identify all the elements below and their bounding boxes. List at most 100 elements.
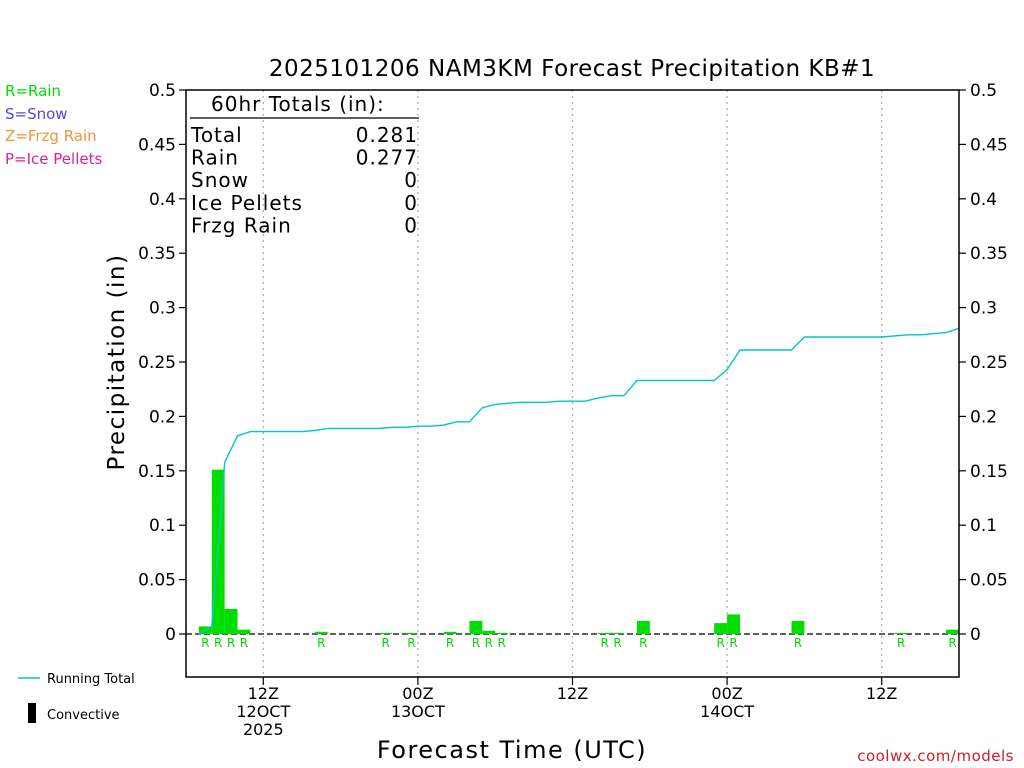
totals-header: 60hr Totals (in):: [211, 92, 385, 116]
y-tick-label: 0.3: [149, 299, 176, 319]
y-tick-label: 0.2: [149, 407, 176, 427]
precip-type-letter: R: [729, 636, 737, 650]
y-tick-label: 0.1: [149, 516, 176, 536]
precip-bar: [946, 629, 959, 634]
precip-bar: [469, 620, 483, 634]
y-tick-label: 0.05: [970, 571, 1008, 591]
totals-row-value: 0.277: [356, 146, 418, 170]
y-tick-label: 0.15: [138, 462, 176, 482]
precip-bar: [224, 608, 238, 634]
precip-type-letter: R: [497, 636, 505, 650]
precip-bar: [791, 620, 805, 634]
precip-type-letter: R: [472, 636, 480, 650]
totals-row-label: Rain: [191, 146, 239, 170]
y-tick-label: 0.1: [970, 516, 997, 536]
precip-bar: [443, 631, 457, 634]
precip-bar: [714, 623, 728, 634]
totals-row-value: 0: [404, 213, 418, 237]
precip-type-letter: R: [214, 636, 222, 650]
totals-row-label: Total: [190, 123, 243, 147]
y-axis-right: 0 0.05 0.1 0.15 0.2 0.25 0.3 0.35 0.4 0.45 0.5: [959, 81, 1008, 645]
y-tick-label: 0: [165, 625, 176, 645]
y-axis-left: 0 0.05 0.1 0.15 0.2 0.25 0.3 0.35 0.4 0.45 0.5: [138, 81, 186, 645]
y-tick-label: 0: [970, 625, 981, 645]
precip-bar: [894, 632, 908, 634]
totals-row-label: Ice Pellets: [191, 191, 303, 215]
y-tick-label: 0.2: [970, 407, 997, 427]
totals-row-label: Frzg Rain: [191, 213, 292, 237]
precip-type-letter: R: [716, 636, 724, 650]
precip-bar: [495, 632, 509, 634]
x-tick-label: 12Z: [248, 684, 279, 703]
vertical-gridlines: [262, 90, 883, 677]
totals-row-value: 0: [404, 191, 418, 215]
y-tick-label: 0.25: [138, 353, 176, 373]
legend-convective: Convective: [47, 708, 120, 723]
legend-snow: S=Snow: [5, 105, 68, 123]
y-tick-label: 0.5: [970, 81, 997, 101]
x-tick-label: 13OCT: [391, 702, 445, 721]
precip-type-letter: R: [794, 636, 802, 650]
precip-type-letter: R: [201, 636, 209, 650]
precip-bar: [727, 614, 740, 634]
precip-type-letter: R: [240, 636, 248, 650]
y-tick-label: 0.4: [149, 190, 176, 210]
precip-bar: [405, 632, 418, 634]
x-tick-label: 12OCT: [236, 702, 290, 721]
credit-text: coolwx.com/models: [857, 747, 1014, 765]
y-tick-label: 0.35: [970, 244, 1008, 264]
x-tick-label: 14OCT: [700, 702, 754, 721]
y-tick-label: 0.5: [149, 81, 176, 101]
running-total-line: [198, 327, 960, 635]
totals-box: 60hr Totals (in): Total 0.281 Rain 0.277 Sno…: [190, 92, 419, 237]
totals-row-value: 0.281: [356, 123, 418, 147]
precip-bar: [611, 632, 625, 634]
precip-bar: [482, 630, 496, 634]
precip-bars: [198, 469, 959, 634]
x-axis-label: Forecast Time (UTC): [377, 736, 647, 764]
precip-type-letter: R: [407, 636, 415, 650]
y-tick-label: 0.35: [138, 244, 176, 264]
totals-row-label: Snow: [191, 168, 249, 192]
precip-bar: [598, 632, 612, 634]
precip-type-letter: R: [317, 636, 325, 650]
legend-running-total: Running Total: [47, 672, 135, 687]
y-tick-label: 0.15: [970, 462, 1008, 482]
y-tick-label: 0.45: [970, 135, 1008, 155]
legend-frzg-rain: Z=Frzg Rain: [5, 127, 97, 145]
y-tick-label: 0.4: [970, 190, 997, 210]
chart-title: 2025101206 NAM3KM Forecast Precipitation…: [269, 56, 875, 82]
precip-bar: [237, 629, 251, 634]
x-tick-label: 12Z: [866, 684, 897, 703]
x-tick-label: 00Z: [711, 684, 742, 703]
x-tick-label: 12Z: [557, 684, 588, 703]
convective-swatch: [28, 703, 36, 723]
precip-type-letter: R: [446, 636, 454, 650]
series-legend: Running Total Convective: [18, 672, 135, 723]
totals-row-value: 0: [404, 168, 418, 192]
y-tick-label: 0.3: [970, 299, 997, 319]
precip-type-letter: R: [639, 636, 647, 650]
legend-ice-pellets: P=Ice Pellets: [5, 150, 102, 168]
precip-type-letter: R: [948, 636, 956, 650]
precip-type-letter: R: [485, 636, 493, 650]
precip-bar: [314, 631, 328, 634]
precip-type-letter: R: [382, 636, 390, 650]
y-tick-label: 0.25: [970, 353, 1008, 373]
x-tick-label: 2025: [243, 720, 284, 739]
precip-bar: [636, 620, 650, 634]
precip-type-letter: R: [601, 636, 609, 650]
precip-type-letter: R: [613, 636, 621, 650]
legend-rain: R=Rain: [5, 82, 61, 100]
y-tick-label: 0.05: [138, 571, 176, 591]
precip-type-letter: R: [227, 636, 235, 650]
y-tick-label: 0.45: [138, 135, 176, 155]
x-tick-label: 00Z: [402, 684, 433, 703]
precip-type-letter: R: [897, 636, 905, 650]
precip-bar: [379, 632, 393, 634]
y-axis-label: Precipitation (in): [104, 254, 130, 471]
precip-type-legend: R=Rain S=Snow Z=Frzg Rain P=Ice Pellets: [5, 82, 102, 168]
